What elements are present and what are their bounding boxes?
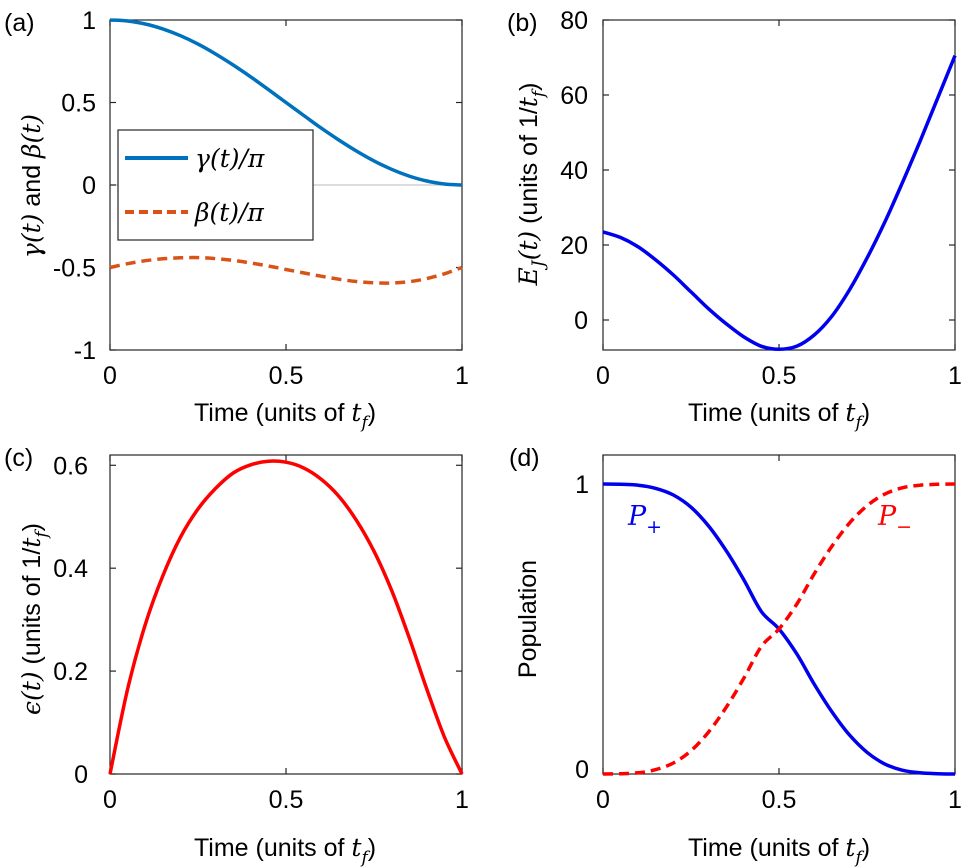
series-line-1 bbox=[108, 459, 464, 775]
x-tick-label: 1 bbox=[455, 786, 469, 814]
panel-c-label: (c) bbox=[4, 444, 33, 472]
y-tick-label: 0 bbox=[574, 307, 588, 335]
y-tick-label: 60 bbox=[560, 82, 588, 110]
x-tick-label: 0.5 bbox=[762, 362, 797, 390]
panel-b-label: (b) bbox=[507, 9, 538, 37]
y-tick-label: 0.6 bbox=[53, 452, 88, 480]
panel-a-xlabel: Time (units of tf) bbox=[194, 398, 376, 433]
y-tick-label: 40 bbox=[560, 157, 588, 185]
y-tick-label: 80 bbox=[560, 7, 588, 35]
y-tick-label: 0.4 bbox=[53, 555, 88, 583]
x-tick-label: 1 bbox=[948, 362, 962, 390]
axes-box bbox=[109, 454, 463, 775]
panel-a: 0 0.5 1-1-0.500.51 (a) Time (units of tf) … bbox=[4, 7, 469, 433]
legend-label-gamma: γ(t)/π bbox=[195, 144, 265, 173]
panel-b-xlabel: Time (units of tf) bbox=[688, 398, 870, 433]
panel-b-ylabel: EJ(t) (units of 1/tf) bbox=[514, 83, 549, 287]
y-tick-label: 1 bbox=[575, 471, 589, 499]
panel-a-ylabel: γ(t) and β(t) bbox=[17, 114, 46, 258]
panel-c-ylabel: ϵ(t) (units of 1/tf) bbox=[17, 523, 52, 715]
panel-a-plot: 0 0.5 1 -1 -0.5 0 0.5 1 bbox=[53, 7, 469, 390]
y-tick-label: 0 bbox=[575, 756, 589, 784]
x-tick-label: 0.5 bbox=[762, 786, 797, 814]
y-tick-label: -0.5 bbox=[53, 255, 96, 283]
axes-box bbox=[602, 454, 956, 775]
panel-d-label: (d) bbox=[509, 444, 540, 472]
panel-d-ylabel: Population bbox=[514, 560, 542, 678]
label-p-minus: P− bbox=[877, 501, 912, 538]
x-tick-label: 0 bbox=[596, 362, 610, 390]
y-tick-label: 20 bbox=[560, 232, 588, 260]
label-p-plus: P+ bbox=[627, 501, 662, 538]
y-tick-label: 0 bbox=[74, 761, 88, 789]
panel-a-label: (a) bbox=[4, 9, 35, 37]
series-line-2 bbox=[602, 482, 956, 776]
x-tick-label: 1 bbox=[455, 362, 469, 390]
y-tick-label: 0.5 bbox=[61, 90, 96, 118]
x-tick-label: 1 bbox=[948, 786, 962, 814]
panel-b-plot: 0 0.5 1 0 20 40 60 80 bbox=[560, 7, 962, 390]
x-tick-label: 0.5 bbox=[269, 786, 304, 814]
series-line-2 bbox=[109, 255, 463, 285]
panel-d-xlabel: Time (units of tf) bbox=[688, 833, 870, 867]
y-tick-label: 0 bbox=[82, 172, 96, 200]
x-tick-label: 0 bbox=[103, 786, 117, 814]
panel-c-xlabel: Time (units of tf) bbox=[194, 833, 376, 867]
panel-a-legend: γ(t)/π β(t)/π bbox=[117, 129, 314, 241]
y-tick-label: 1 bbox=[82, 7, 96, 35]
y-tick-label: 0.2 bbox=[53, 658, 88, 686]
legend-label-beta: β(t)/π bbox=[194, 198, 264, 227]
panel-d: 0 0.5 1 0 1 (d) Time (units of tf) Populatio… bbox=[509, 444, 962, 867]
panel-d-plot: 0 0.5 1 0 1 bbox=[575, 454, 962, 814]
legend-box bbox=[117, 129, 314, 241]
panel-c: 0 0.5 1 0 0.2 0.4 0.6 (c) Time (units of tf) ϵ… bbox=[4, 444, 469, 867]
x-tick-label: 0 bbox=[596, 786, 610, 814]
panel-c-plot: 0 0.5 1 0 0.2 0.4 0.6 bbox=[53, 452, 469, 814]
panel-b: 0 0.5 1 0 20 40 60 80 (b) Time (units of tf) EJ… bbox=[507, 7, 962, 433]
series-line-1 bbox=[602, 54, 957, 352]
x-tick-label: 0 bbox=[103, 362, 117, 390]
x-tick-label: 0.5 bbox=[269, 362, 304, 390]
y-tick-label: -1 bbox=[74, 337, 96, 365]
series-line-1 bbox=[109, 18, 463, 187]
